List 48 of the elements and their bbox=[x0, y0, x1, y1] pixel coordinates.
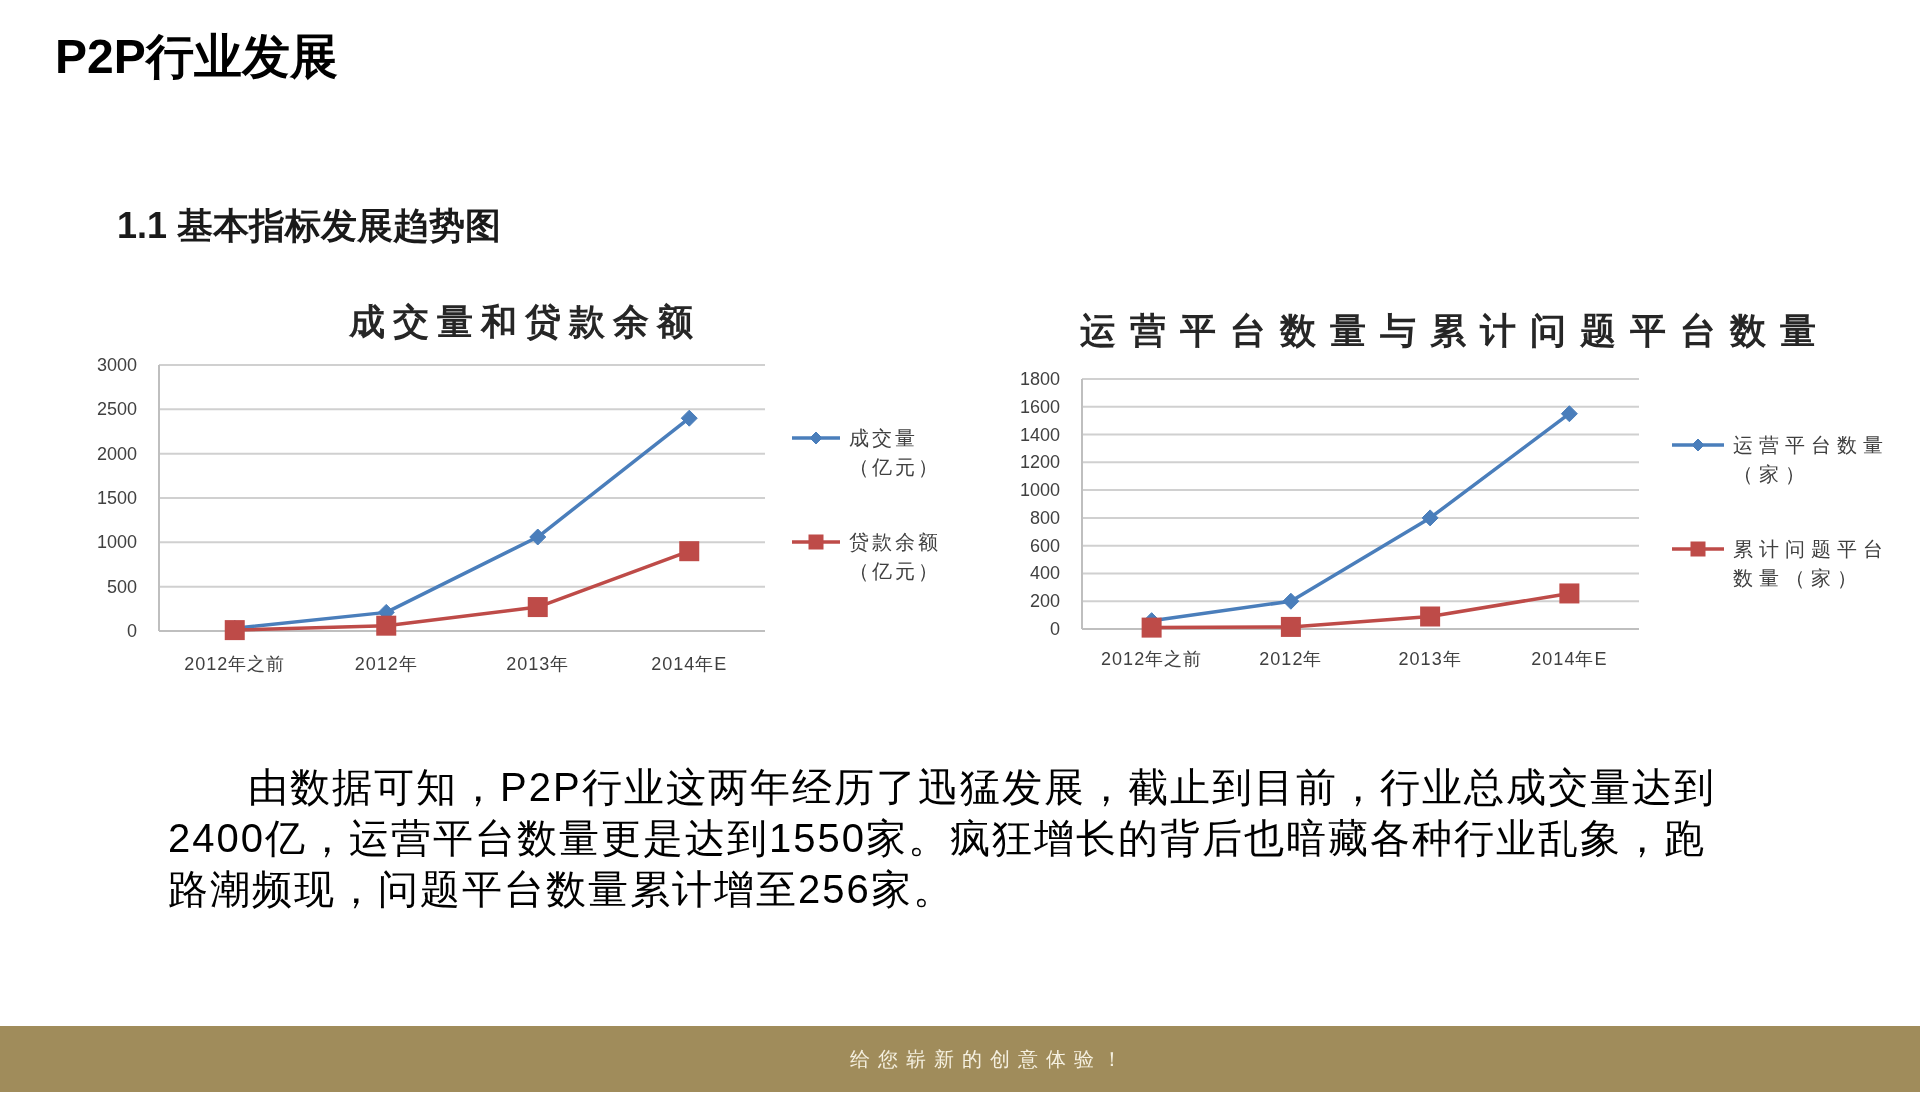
y-tick-label: 3000 bbox=[96, 355, 137, 375]
x-tick-label: 2014年E bbox=[651, 654, 728, 674]
y-tick-label: 1000 bbox=[96, 532, 137, 553]
point bbox=[1420, 606, 1441, 627]
x-tick-label: 2013年 bbox=[1398, 649, 1462, 669]
point bbox=[376, 615, 397, 636]
x-tick-label: 2014年E bbox=[1531, 649, 1608, 669]
legend-label: 运营平台数量（家） bbox=[1733, 434, 1889, 485]
y-tick-label: 1200 bbox=[1019, 452, 1060, 473]
y-tick-label: 1600 bbox=[1019, 396, 1060, 417]
x-tick-label: 2013年 bbox=[506, 654, 570, 674]
y-tick-label: 800 bbox=[1029, 507, 1060, 528]
text: 1.1 基本指标发展趋势图 bbox=[117, 204, 502, 248]
y-tick-label: 200 bbox=[1029, 591, 1060, 612]
y-tick-label: 0 bbox=[1049, 619, 1060, 639]
text: 给您崭新的创意体验！ bbox=[850, 1048, 1130, 1070]
y-tick-label: 2500 bbox=[96, 399, 137, 420]
point bbox=[224, 620, 245, 641]
legend-label: 累计问题平台数量（家） bbox=[1733, 538, 1889, 589]
point bbox=[1141, 617, 1162, 638]
chart-title: 成交量和贷款余额 bbox=[348, 302, 701, 342]
y-tick-label: 600 bbox=[1029, 535, 1060, 556]
x-tick-label: 2012年 bbox=[1259, 649, 1323, 669]
y-tick-label: 0 bbox=[126, 621, 137, 641]
y-tick-label: 1500 bbox=[96, 488, 137, 508]
point bbox=[1280, 616, 1301, 637]
point bbox=[527, 597, 548, 618]
y-tick-label: 1800 bbox=[1019, 369, 1060, 389]
point bbox=[1560, 405, 1578, 423]
x-tick-label: 2012年 bbox=[354, 654, 418, 674]
point bbox=[529, 528, 547, 546]
y-tick-label: 500 bbox=[106, 576, 137, 597]
point bbox=[1559, 583, 1580, 604]
point bbox=[1421, 509, 1439, 527]
point bbox=[1282, 592, 1300, 610]
y-tick-label: 400 bbox=[1029, 563, 1060, 584]
legend-label: 贷款余额（亿元） bbox=[849, 531, 941, 582]
y-tick-label: 1000 bbox=[1019, 480, 1060, 501]
legend-label: 成交量（亿元） bbox=[849, 427, 941, 478]
x-tick-label: 2012年之前 bbox=[184, 654, 286, 674]
text: 由数据可知，P2P行业这两年经历了迅猛发展，截止到目前，行业总成交量达到2400亿，运营平台数量更是达到1550家。疯狂增长的背后也暗藏各种行业乱象，跑路潮频现，问题平台数量累计增至256家。 bbox=[168, 764, 1716, 913]
point bbox=[679, 541, 700, 562]
y-tick-label: 1400 bbox=[1019, 424, 1060, 445]
point bbox=[680, 409, 698, 427]
x-tick-label: 2012年之前 bbox=[1101, 649, 1203, 669]
y-tick-label: 2000 bbox=[96, 443, 137, 464]
text: P2P行业发展 bbox=[55, 29, 338, 85]
chart-title: 运营平台数量与累计问题平台数量 bbox=[1080, 311, 1830, 351]
